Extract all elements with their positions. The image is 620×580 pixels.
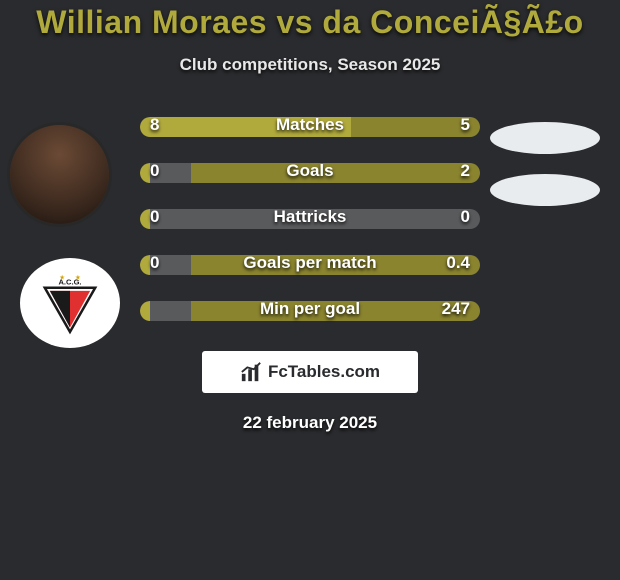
stat-fill-left — [140, 255, 150, 275]
stat-value-left: 0 — [150, 161, 159, 181]
stat-row: Goals per match00.4 — [140, 255, 480, 275]
stat-pill — [140, 255, 480, 275]
subtitle: Club competitions, Season 2025 — [0, 55, 620, 75]
stat-row: Goals02 — [140, 163, 480, 183]
stat-fill-right — [191, 255, 480, 275]
stat-value-right: 5 — [461, 115, 470, 135]
stat-value-right: 0.4 — [446, 253, 470, 273]
brand-chart-icon — [240, 361, 262, 383]
stat-value-right: 0 — [461, 207, 470, 227]
date-text: 22 february 2025 — [0, 413, 620, 433]
stat-value-left: 0 — [150, 253, 159, 273]
stat-fill-left — [140, 301, 150, 321]
stat-row: Hattricks00 — [140, 209, 480, 229]
player-silhouette — [10, 125, 109, 224]
stat-fill-left — [140, 163, 150, 183]
opponent-indicator-2 — [490, 174, 600, 206]
stat-row: Matches85 — [140, 117, 480, 137]
brand-text: FcTables.com — [268, 362, 380, 382]
stat-pill — [140, 301, 480, 321]
svg-text:★: ★ — [59, 274, 65, 281]
club-avatar: A.C.G. ★ ★ — [20, 258, 120, 348]
stat-value-right: 247 — [442, 299, 470, 319]
card: Willian Moraes vs da ConceiÃ§Ã£o Club co… — [0, 0, 620, 580]
player-avatar — [7, 122, 112, 227]
stat-value-left: 8 — [150, 115, 159, 135]
stat-pill — [140, 117, 480, 137]
player-avatar-img — [7, 122, 112, 227]
stat-fill-right — [191, 163, 480, 183]
stat-value-left: 0 — [150, 207, 159, 227]
opponent-indicator-1 — [490, 122, 600, 154]
stat-pill — [140, 163, 480, 183]
club-badge-svg: A.C.G. ★ ★ — [35, 272, 105, 335]
stat-fill-left — [140, 117, 351, 137]
stat-fill-right — [191, 301, 480, 321]
brand-box: FcTables.com — [202, 351, 418, 393]
page-title: Willian Moraes vs da ConceiÃ§Ã£o — [0, 0, 620, 41]
stat-fill-left — [140, 209, 150, 229]
stat-row: Min per goal247 — [140, 301, 480, 321]
club-badge: A.C.G. ★ ★ — [20, 258, 120, 348]
stat-value-right: 2 — [461, 161, 470, 181]
stat-pill — [140, 209, 480, 229]
svg-text:★: ★ — [75, 274, 81, 281]
